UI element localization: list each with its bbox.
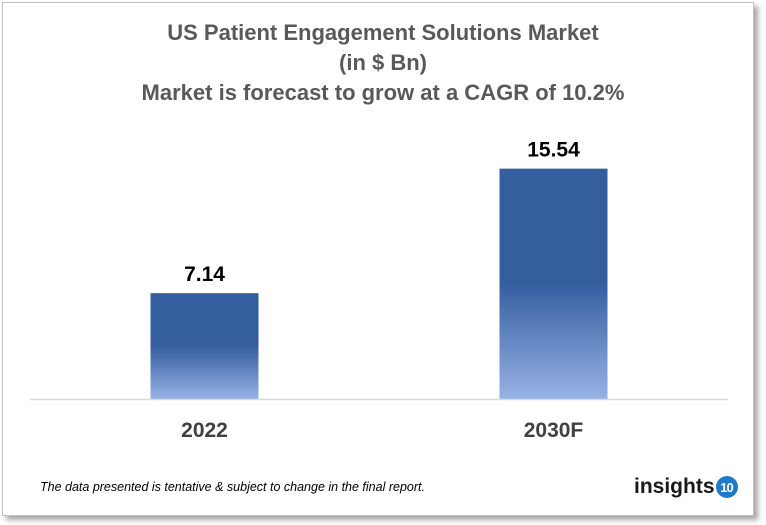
- bar-2030F: [499, 168, 608, 399]
- insights10-logo: insights 10: [634, 475, 738, 499]
- logo-badge: 10: [715, 476, 738, 498]
- chart-title-line-2: (in $ Bn): [339, 50, 427, 75]
- logo-text: insights: [634, 475, 715, 498]
- data-label: 15.54: [527, 139, 580, 162]
- x-tick-label: 2022: [181, 419, 228, 442]
- bar-2022: [150, 293, 259, 399]
- chart-frame: [2, 2, 754, 516]
- disclaimer-note: The data presented is tentative & subjec…: [40, 480, 425, 494]
- x-tick-label: 2030F: [524, 419, 584, 442]
- data-label: 7.14: [184, 263, 225, 286]
- chart-title-line-1: US Patient Engagement Solutions Market: [167, 20, 599, 45]
- chart-title-line-3: Market is forecast to grow at a CAGR of …: [141, 80, 625, 105]
